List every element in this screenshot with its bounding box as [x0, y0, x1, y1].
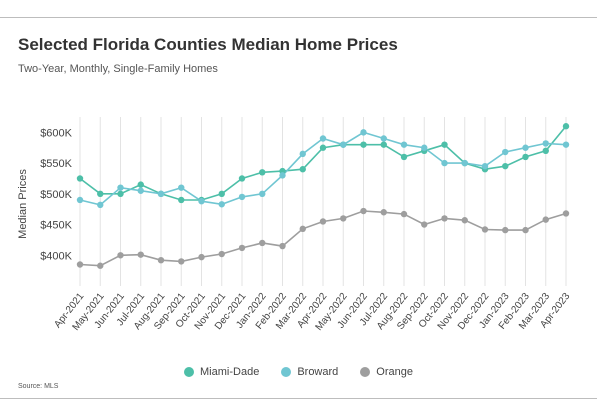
- legend-label: Orange: [376, 366, 413, 378]
- data-point-orange: [97, 262, 104, 269]
- bottom-border: [0, 398, 597, 399]
- data-point-miami-dade: [502, 162, 509, 170]
- y-tick-label: $500K: [40, 189, 72, 201]
- data-point-broward: [198, 197, 205, 205]
- data-point-orange: [340, 215, 347, 222]
- data-point-broward: [562, 141, 570, 148]
- legend-swatch: [184, 367, 195, 377]
- data-point-orange: [319, 218, 327, 225]
- data-point-broward: [157, 190, 165, 198]
- data-point-orange: [562, 210, 570, 217]
- data-point-broward: [178, 184, 185, 191]
- data-point-broward: [76, 196, 84, 204]
- data-point-broward: [542, 140, 549, 147]
- source-note: Source: MLS: [18, 383, 59, 390]
- data-point-orange: [542, 216, 549, 223]
- y-tick-label: $550K: [40, 158, 72, 170]
- data-point-broward: [218, 201, 225, 208]
- data-point-miami-dade: [562, 123, 570, 130]
- data-point-orange: [299, 225, 306, 233]
- data-point-orange: [400, 210, 408, 218]
- data-point-miami-dade: [178, 196, 185, 204]
- data-point-broward: [137, 187, 144, 194]
- data-point-broward: [400, 141, 408, 148]
- legend-item-miami-dade: Miami-Dade: [184, 366, 259, 378]
- series-points: [76, 123, 570, 269]
- data-point-broward: [360, 129, 367, 136]
- data-point-orange: [259, 239, 266, 247]
- data-point-broward: [319, 135, 327, 142]
- data-point-broward: [441, 159, 448, 167]
- chart-title: Selected Florida Counties Median Home Pr…: [18, 35, 398, 54]
- data-point-miami-dade: [542, 147, 549, 154]
- data-point-miami-dade: [218, 190, 225, 198]
- data-point-miami-dade: [522, 153, 529, 161]
- legend-label: Miami-Dade: [200, 366, 260, 378]
- data-point-orange: [421, 221, 428, 228]
- data-point-orange: [137, 251, 144, 258]
- data-point-miami-dade: [259, 169, 266, 176]
- data-point-orange: [198, 253, 205, 261]
- data-point-orange: [481, 226, 489, 233]
- data-point-orange: [441, 215, 448, 222]
- data-point-miami-dade: [97, 190, 104, 198]
- legend-label: Broward: [297, 366, 339, 378]
- top-border: [0, 17, 597, 18]
- data-point-orange: [360, 207, 367, 215]
- legend-item-orange: Orange: [360, 366, 413, 378]
- data-point-miami-dade: [299, 166, 306, 173]
- x-axis-ticks: Apr-2021May-2021Jun-2021Jul-2021Aug-2021…: [52, 291, 572, 333]
- data-point-orange: [117, 252, 124, 259]
- data-point-orange: [461, 217, 468, 224]
- data-point-orange: [502, 226, 509, 234]
- chart-subtitle: Two-Year, Monthly, Single-Family Homes: [18, 63, 218, 75]
- grid-lines: [79, 117, 567, 286]
- data-point-broward: [97, 201, 104, 209]
- data-point-broward: [481, 162, 489, 170]
- data-point-orange: [178, 258, 185, 265]
- data-point-broward: [421, 144, 428, 151]
- data-point-broward: [380, 135, 387, 142]
- data-point-miami-dade: [400, 153, 408, 161]
- y-tick-label: $450K: [40, 220, 72, 232]
- data-point-miami-dade: [441, 141, 448, 148]
- data-point-miami-dade: [238, 175, 246, 182]
- legend-swatch: [281, 367, 292, 377]
- data-point-broward: [117, 184, 124, 191]
- data-point-orange: [380, 209, 387, 216]
- data-point-orange: [218, 250, 225, 258]
- y-axis-label: Median Prices: [17, 169, 29, 239]
- y-axis-ticks: $400K $450K $500K $550K $600K: [40, 127, 72, 262]
- legend-swatch: [360, 367, 371, 377]
- data-point-miami-dade: [360, 141, 367, 148]
- data-point-orange: [157, 256, 165, 264]
- y-tick-label: $600K: [40, 127, 72, 139]
- data-point-miami-dade: [117, 190, 124, 198]
- data-point-orange: [76, 261, 84, 268]
- data-point-broward: [522, 144, 529, 151]
- data-point-broward: [340, 141, 347, 148]
- legend-item-broward: Broward: [281, 366, 338, 378]
- data-point-miami-dade: [319, 144, 327, 151]
- data-point-broward: [502, 148, 509, 156]
- data-point-miami-dade: [380, 141, 387, 148]
- data-point-broward: [259, 190, 266, 198]
- y-tick-label: $400K: [40, 250, 72, 262]
- data-point-broward: [238, 193, 246, 201]
- data-point-broward: [279, 172, 286, 179]
- data-point-orange: [279, 242, 286, 250]
- data-point-broward: [299, 150, 306, 158]
- data-point-miami-dade: [137, 181, 144, 188]
- data-point-broward: [461, 159, 468, 167]
- legend: Miami-Dade Broward Orange: [0, 366, 597, 378]
- data-point-orange: [522, 226, 529, 234]
- data-point-miami-dade: [76, 175, 84, 182]
- data-point-orange: [238, 244, 246, 252]
